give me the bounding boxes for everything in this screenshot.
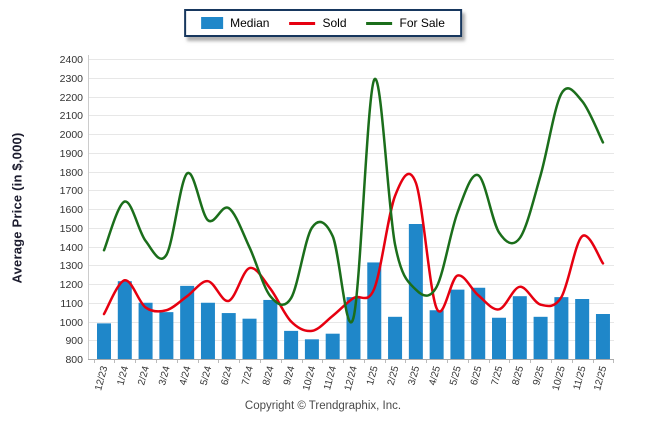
x-tick-label: 4/24 bbox=[178, 365, 194, 387]
y-tick-label: 900 bbox=[65, 335, 83, 347]
y-tick-label: 1800 bbox=[60, 167, 84, 179]
bar-11/24 bbox=[325, 333, 340, 359]
y-tick-label: 1200 bbox=[60, 279, 84, 291]
for-sale-line bbox=[102, 78, 605, 324]
x-tick-label: 8/24 bbox=[261, 365, 277, 387]
x-tick-label: 10/25 bbox=[551, 365, 568, 392]
bar-12/23 bbox=[97, 323, 111, 360]
bar-6/25 bbox=[471, 287, 486, 359]
bar-12/25 bbox=[595, 314, 610, 359]
copyright-text: Copyright © Trendgraphix, Inc. bbox=[244, 400, 402, 412]
legend-label-sold: Sold bbox=[322, 16, 347, 30]
legend-label-for-sale: For Sale bbox=[399, 16, 445, 30]
y-axis-title: Average Price (in $,000) bbox=[9, 132, 25, 284]
bar-12/24 bbox=[346, 297, 361, 360]
chart-legend: Median Sold For Sale bbox=[184, 9, 462, 37]
bar-4/25 bbox=[429, 310, 444, 359]
y-tick-label: 1500 bbox=[60, 223, 84, 235]
x-tick-label: 3/25 bbox=[407, 365, 423, 387]
bar-4/24 bbox=[180, 285, 195, 360]
x-tick-label: 6/25 bbox=[469, 365, 485, 387]
x-tick-label: 10/24 bbox=[301, 365, 318, 392]
x-tick-label: 7/24 bbox=[240, 365, 256, 387]
x-tick-label: 8/25 bbox=[511, 365, 527, 387]
bar-1/25 bbox=[367, 262, 382, 359]
x-tick-label: 9/25 bbox=[531, 365, 547, 387]
x-tick-label: 12/24 bbox=[343, 365, 360, 392]
bar-7/25 bbox=[492, 317, 507, 359]
bar-5/24 bbox=[200, 302, 215, 359]
y-tick-label: 1000 bbox=[60, 317, 84, 329]
axes bbox=[88, 55, 614, 363]
bar-10/25 bbox=[554, 297, 569, 360]
x-tick-labels: 12/23 1/24 2/24 3/24 4/24 5/24 6/24 7/24 8/24 9/2… bbox=[93, 365, 609, 392]
bar-11/25 bbox=[575, 299, 590, 359]
y-tick-label: 2000 bbox=[60, 129, 84, 141]
legend-label-median: Median bbox=[230, 16, 270, 30]
bar-6/24 bbox=[221, 313, 236, 359]
x-tick-label: 1/24 bbox=[116, 365, 132, 387]
y-tick-label: 2400 bbox=[60, 54, 84, 66]
y-tick-label: 800 bbox=[65, 354, 83, 366]
bar-3/24 bbox=[159, 312, 174, 360]
bar-5/25 bbox=[450, 289, 465, 360]
bar-8/24 bbox=[263, 299, 278, 359]
y-tick-label: 1700 bbox=[60, 185, 84, 197]
legend-item-sold: Sold bbox=[289, 16, 347, 30]
bar-2/24 bbox=[138, 302, 153, 359]
sold-line-icon bbox=[289, 21, 316, 25]
bar-9/25 bbox=[533, 316, 548, 359]
x-tick-label: 11/24 bbox=[322, 365, 339, 392]
x-tick-label: 12/25 bbox=[592, 365, 609, 392]
x-tick-label: 11/25 bbox=[572, 365, 589, 392]
bar-3/25 bbox=[408, 224, 423, 359]
y-tick-labels: 800 900 1000 1100 1200 1300 1400 1500 1600 1700 18… bbox=[60, 54, 84, 366]
y-tick-label: 2300 bbox=[60, 73, 84, 85]
bar-7/24 bbox=[242, 318, 257, 359]
x-tick-label: 6/24 bbox=[219, 365, 235, 387]
x-tick-label: 9/24 bbox=[282, 365, 298, 387]
legend-item-median: Median bbox=[201, 16, 269, 30]
y-tick-label: 2200 bbox=[60, 92, 84, 104]
y-tick-label: 1300 bbox=[60, 260, 84, 272]
y-tick-label: 2100 bbox=[60, 110, 84, 122]
x-tick-label: 2/25 bbox=[386, 365, 402, 387]
y-tick-label: 1100 bbox=[60, 298, 83, 310]
x-tick-label: 1/25 bbox=[365, 365, 381, 387]
x-tick-label: 4/25 bbox=[427, 365, 443, 387]
x-tick-label: 5/25 bbox=[448, 365, 464, 387]
bar-8/25 bbox=[512, 296, 527, 359]
y-tick-label: 1900 bbox=[60, 148, 84, 160]
sold-line bbox=[102, 172, 605, 333]
bar-2/25 bbox=[388, 316, 403, 359]
for-sale-line-icon bbox=[366, 21, 393, 25]
bar-9/24 bbox=[284, 330, 299, 360]
median-bars bbox=[97, 224, 610, 360]
x-tick-label: 7/25 bbox=[490, 365, 506, 387]
x-tick-label: 12/23 bbox=[93, 365, 110, 392]
y-tick-label: 1400 bbox=[60, 242, 84, 254]
gridlines bbox=[88, 59, 614, 360]
y-tick-label: 1600 bbox=[60, 204, 84, 216]
x-tick-label: 2/24 bbox=[136, 365, 152, 387]
bar-10/24 bbox=[304, 339, 319, 359]
median-swatch-icon bbox=[201, 17, 224, 29]
x-tick-label: 5/24 bbox=[199, 365, 215, 387]
bar-1/24 bbox=[117, 281, 132, 359]
legend-item-for-sale: For Sale bbox=[366, 16, 445, 30]
x-tick-label: 3/24 bbox=[157, 365, 173, 387]
